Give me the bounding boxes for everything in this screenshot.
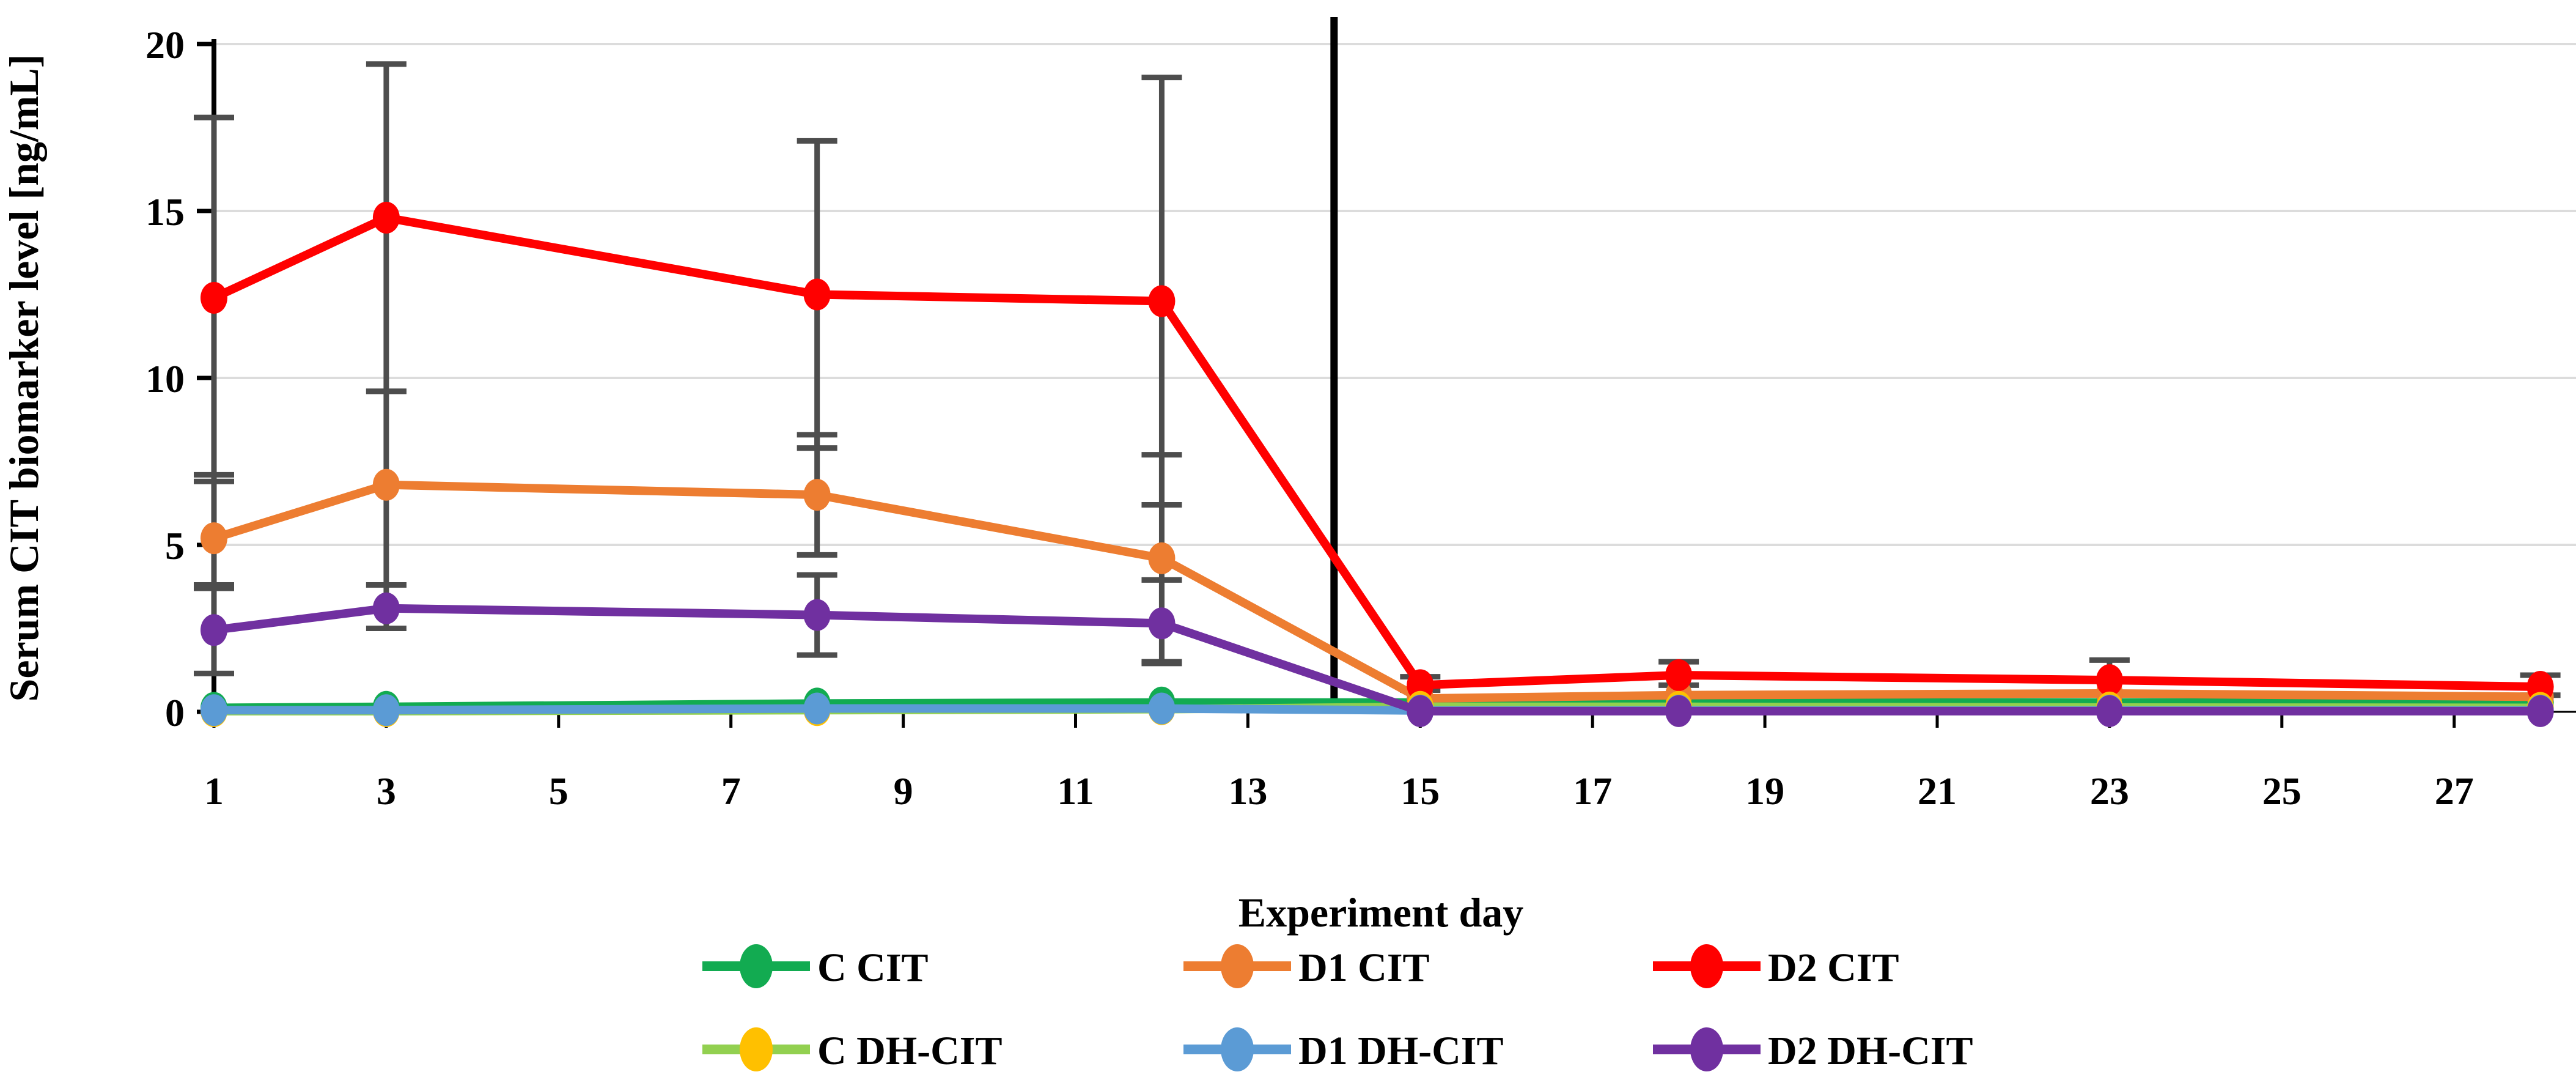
series-lines bbox=[201, 201, 2554, 727]
legend-marker bbox=[740, 1027, 773, 1071]
legend-item-c-dh-cit: C DH-CIT bbox=[702, 1027, 1003, 1073]
x-tick-label: 3 bbox=[377, 769, 396, 813]
legend-marker bbox=[1690, 944, 1723, 988]
x-tick-label: 13 bbox=[1228, 769, 1267, 813]
x-tick-label: 19 bbox=[1745, 769, 1784, 813]
data-point-marker bbox=[201, 522, 227, 555]
legend-marker bbox=[1690, 1027, 1723, 1071]
legend-item-c-cit: C CIT bbox=[702, 944, 929, 990]
data-point-marker bbox=[372, 201, 400, 234]
legend-item-d1-dh-cit: D1 DH-CIT bbox=[1183, 1027, 1504, 1073]
x-tick-label: 21 bbox=[1918, 769, 1957, 813]
y-tick-label: 10 bbox=[145, 357, 185, 401]
x-tick-label: 23 bbox=[2090, 769, 2129, 813]
legend: C CIT D1 CIT D2 CIT C DH-CIT D1 DH-CIT D2 DH-… bbox=[702, 944, 1973, 1073]
x-axis-title: Experiment day bbox=[1238, 889, 1524, 936]
x-tick-label: 17 bbox=[1573, 769, 1612, 813]
data-point-marker bbox=[1665, 659, 1693, 691]
data-point-marker bbox=[1148, 692, 1176, 725]
data-point-marker bbox=[1148, 285, 1176, 317]
data-point-marker bbox=[1148, 607, 1176, 640]
legend-item-d2-dh-cit: D2 DH-CIT bbox=[1653, 1027, 1973, 1073]
legend-marker bbox=[1221, 1027, 1254, 1071]
data-point-marker bbox=[803, 278, 831, 311]
legend-label: D2 CIT bbox=[1768, 945, 1899, 990]
series-line bbox=[210, 213, 2545, 692]
y-axis-tick-labels: 0 5 10 15 20 bbox=[145, 23, 185, 734]
axes bbox=[197, 39, 2576, 728]
data-point-marker bbox=[2096, 664, 2123, 697]
legend-item-d2-cit: D2 CIT bbox=[1653, 944, 1899, 990]
x-tick-label: 25 bbox=[2262, 769, 2302, 813]
legend-label: C DH-CIT bbox=[817, 1029, 1003, 1073]
x-tick-label: 11 bbox=[1057, 769, 1094, 813]
data-point-marker bbox=[1148, 542, 1176, 574]
legend-marker bbox=[740, 944, 773, 988]
data-point-marker bbox=[803, 599, 831, 631]
data-point-marker bbox=[201, 614, 227, 646]
data-point-marker bbox=[803, 479, 831, 511]
x-tick-label: 1 bbox=[204, 769, 224, 813]
error-bars bbox=[194, 61, 2561, 698]
data-point-marker bbox=[372, 694, 400, 727]
x-tick-label: 7 bbox=[721, 769, 741, 813]
data-point-marker bbox=[372, 468, 400, 501]
data-point-marker bbox=[201, 694, 227, 727]
legend-item-d1-cit: D1 CIT bbox=[1183, 944, 1430, 990]
data-point-marker bbox=[201, 281, 227, 314]
data-point-marker bbox=[2096, 695, 2123, 727]
y-tick-label: 15 bbox=[145, 190, 185, 234]
x-tick-label: 27 bbox=[2435, 769, 2474, 813]
series-line bbox=[210, 604, 2545, 716]
x-tick-label: 9 bbox=[894, 769, 913, 813]
y-tick-label: 0 bbox=[165, 691, 185, 734]
legend-label: D2 DH-CIT bbox=[1768, 1029, 1973, 1073]
y-tick-label: 20 bbox=[145, 23, 185, 67]
data-point-marker bbox=[372, 592, 400, 624]
series-d2-dh-cit bbox=[201, 592, 2554, 727]
legend-label: D1 DH-CIT bbox=[1298, 1029, 1504, 1073]
x-tick-label: 15 bbox=[1400, 769, 1440, 813]
x-axis-tick-labels: 1 3 5 7 9 11 13 15 17 19 21 23 25 27 bbox=[204, 769, 2474, 813]
data-point-marker bbox=[1665, 695, 1693, 727]
gridlines bbox=[214, 43, 2576, 546]
data-point-marker bbox=[2526, 695, 2554, 727]
series-d2-cit bbox=[201, 201, 2554, 703]
y-axis-title: Serum CIT biomarker level [ng/mL] bbox=[1, 54, 47, 702]
legend-label: C CIT bbox=[817, 945, 929, 990]
series-line bbox=[210, 480, 2545, 703]
legend-marker bbox=[1221, 944, 1254, 988]
x-tick-label: 5 bbox=[549, 769, 569, 813]
legend-label: D1 CIT bbox=[1298, 945, 1430, 990]
data-point-marker bbox=[803, 692, 831, 725]
data-point-marker bbox=[1407, 695, 1434, 727]
y-tick-label: 5 bbox=[165, 524, 185, 568]
